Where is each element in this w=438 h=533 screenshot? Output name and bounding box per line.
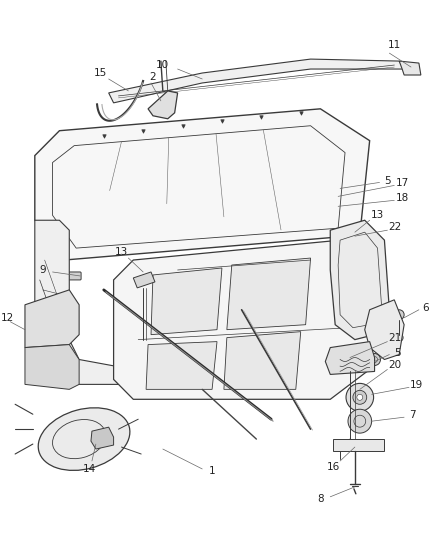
Text: 5: 5 xyxy=(383,176,390,187)
Polygon shape xyxy=(35,109,369,260)
Circle shape xyxy=(368,353,380,366)
Text: 13: 13 xyxy=(115,247,128,257)
Text: 13: 13 xyxy=(370,210,383,220)
Circle shape xyxy=(210,263,253,307)
Text: 2: 2 xyxy=(149,72,156,82)
Circle shape xyxy=(226,280,236,290)
Circle shape xyxy=(345,383,373,411)
Polygon shape xyxy=(329,220,389,340)
Text: 16: 16 xyxy=(326,462,339,472)
Polygon shape xyxy=(146,342,216,389)
FancyBboxPatch shape xyxy=(61,272,81,280)
Polygon shape xyxy=(151,268,222,335)
Circle shape xyxy=(219,273,243,297)
Text: 6: 6 xyxy=(421,303,428,313)
Circle shape xyxy=(356,394,362,400)
Circle shape xyxy=(347,409,371,433)
Text: 5: 5 xyxy=(393,348,399,358)
Polygon shape xyxy=(109,59,403,103)
Text: 21: 21 xyxy=(388,333,401,343)
Text: 15: 15 xyxy=(94,68,107,78)
Polygon shape xyxy=(226,258,310,330)
Text: 11: 11 xyxy=(387,40,400,50)
Text: 7: 7 xyxy=(408,410,414,420)
Text: 18: 18 xyxy=(395,193,408,204)
Text: 10: 10 xyxy=(156,60,169,70)
Circle shape xyxy=(329,185,339,196)
Ellipse shape xyxy=(38,408,130,471)
Circle shape xyxy=(331,196,338,204)
Polygon shape xyxy=(332,439,384,451)
Text: 22: 22 xyxy=(388,222,401,232)
Polygon shape xyxy=(223,332,300,389)
Polygon shape xyxy=(113,240,378,399)
Circle shape xyxy=(393,310,403,320)
Circle shape xyxy=(352,390,366,404)
Polygon shape xyxy=(148,91,177,119)
Circle shape xyxy=(394,334,402,342)
Text: 17: 17 xyxy=(395,179,408,189)
Text: 9: 9 xyxy=(39,265,46,275)
Polygon shape xyxy=(364,300,403,360)
Polygon shape xyxy=(398,61,420,75)
Text: 19: 19 xyxy=(410,381,423,390)
Polygon shape xyxy=(91,427,113,449)
Polygon shape xyxy=(25,345,79,389)
Text: 20: 20 xyxy=(388,360,401,370)
Polygon shape xyxy=(25,290,79,348)
Text: 12: 12 xyxy=(0,313,14,323)
Circle shape xyxy=(346,224,362,240)
Polygon shape xyxy=(133,272,155,288)
Text: 8: 8 xyxy=(316,494,323,504)
Text: 14: 14 xyxy=(82,464,95,474)
Circle shape xyxy=(331,206,338,214)
Polygon shape xyxy=(35,220,133,384)
Polygon shape xyxy=(325,342,374,375)
Text: 1: 1 xyxy=(208,466,215,476)
